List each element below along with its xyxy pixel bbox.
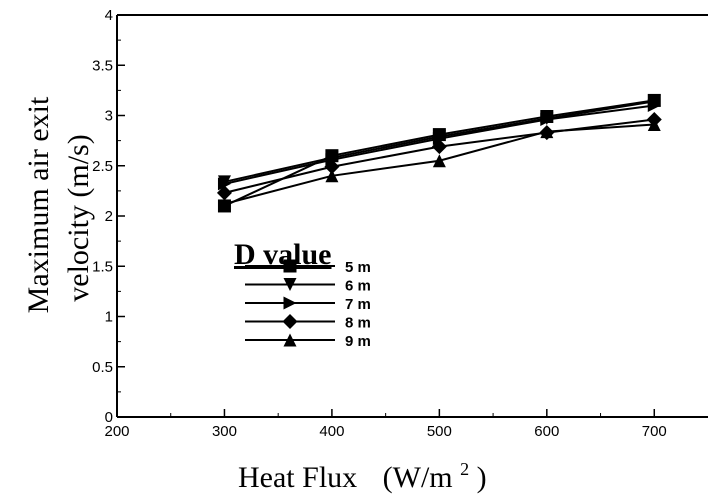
marker-square (283, 259, 297, 273)
marker-triangle-up (647, 118, 661, 132)
series-9m (217, 118, 661, 211)
x-axis-unit-exp: 2 (460, 459, 469, 479)
y-tick-label: 4 (105, 7, 113, 24)
x-axis-unit-suffix: ) (477, 461, 487, 494)
legend-entry: 9 m (245, 333, 371, 350)
legend-entry: 7 m (245, 296, 371, 313)
marker-diamond (324, 159, 340, 175)
marker-triangle-up (432, 154, 446, 168)
legend-label: 9 m (345, 333, 371, 350)
legend: D value 5 m6 m7 m8 m9 m (234, 238, 371, 350)
series-group (216, 93, 662, 213)
x-axis-label: Heat Flux (238, 461, 357, 494)
x-tick-label: 700 (642, 423, 667, 440)
legend-entry: 6 m (245, 278, 371, 295)
marker-triangle-up (325, 169, 339, 183)
marker-diamond (282, 314, 298, 329)
y-tick-label: 3 (105, 108, 113, 125)
x-axis-unit-prefix: (W/m (383, 461, 453, 494)
marker-triangle-down (647, 94, 661, 108)
y-tick-label: 1 (105, 309, 113, 326)
y-axis-title-line2: velocity (m/s) (62, 134, 95, 301)
marker-triangle-up (217, 197, 231, 211)
marker-triangle-up (283, 333, 297, 347)
x-tick-label: 500 (427, 423, 452, 440)
series-8m (216, 112, 662, 201)
x-tick-label: 200 (104, 423, 129, 440)
y-tick-label: 3.5 (92, 57, 113, 74)
axis-ticks: 200 300 400 500 600 700 0 0.5 1 1.5 2 2.5 3 3.5 4 (92, 7, 667, 440)
y-tick-label: 0 (105, 409, 113, 426)
legend-label: 7 m (345, 296, 371, 313)
y-tick-label: 2 (105, 208, 113, 225)
marker-triangle-right (217, 177, 231, 191)
legend-label: 5 m (345, 259, 371, 276)
legend-entry: 5 m (245, 259, 371, 276)
marker-triangle-right (647, 98, 661, 112)
marker-triangle-right (283, 296, 297, 310)
marker-triangle-down (283, 278, 297, 291)
y-tick-label: 1.5 (92, 258, 113, 275)
x-tick-label: 300 (212, 423, 237, 440)
legend-label: 8 m (345, 315, 371, 332)
marker-diamond (431, 139, 447, 155)
marker-diamond (216, 185, 232, 201)
legend-entry: 8 m (245, 314, 371, 332)
y-tick-label: 2.5 (92, 158, 113, 175)
y-tick-label: 0.5 (92, 359, 113, 376)
marker-triangle-right (432, 132, 446, 146)
x-axis-title: Heat Flux (W/m 2 ) (238, 449, 487, 494)
legend-label: 6 m (345, 278, 371, 295)
marker-triangle-up (540, 125, 554, 139)
series-7m (217, 98, 661, 191)
x-tick-label: 600 (534, 423, 559, 440)
x-tick-label: 400 (319, 423, 344, 440)
marker-triangle-right (540, 113, 554, 127)
y-axis-title-line1: Maximum air exit (22, 96, 55, 313)
